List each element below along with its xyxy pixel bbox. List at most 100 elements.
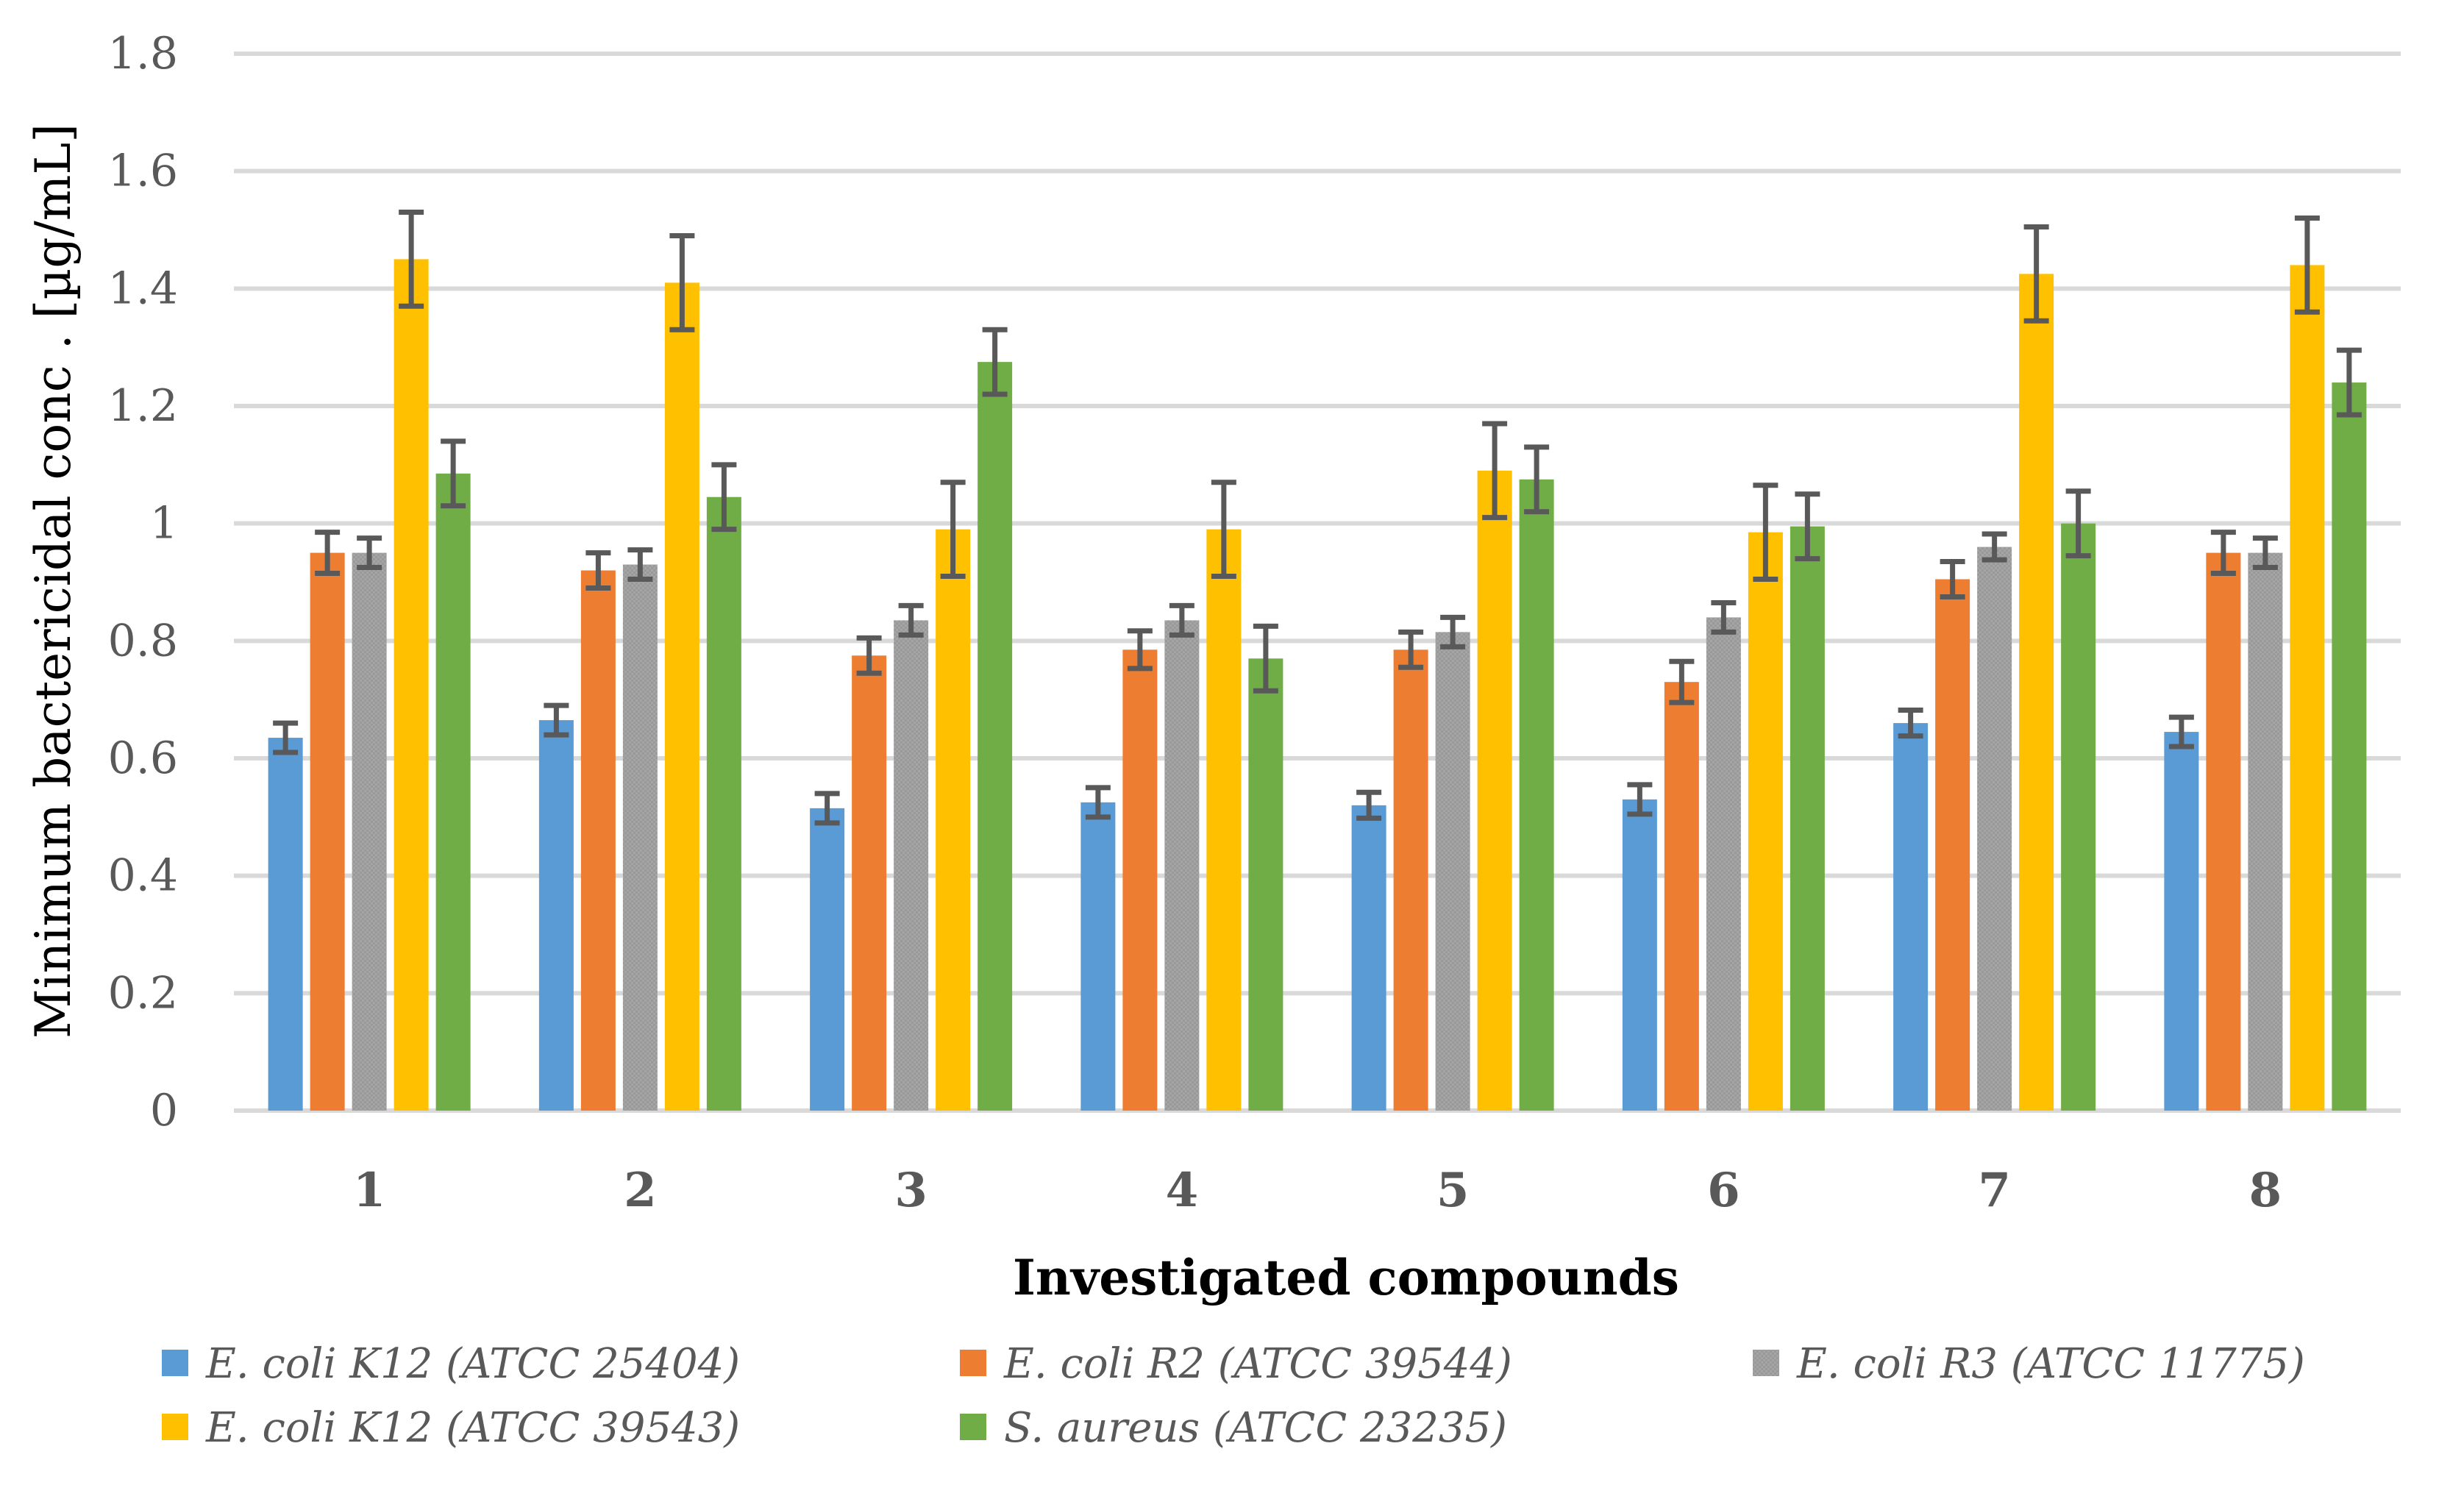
legend-label: E. coli R2 (ATCC 39544): [1003, 1340, 1512, 1388]
bar: [1477, 470, 1512, 1111]
x-tick-label: 1: [353, 1163, 386, 1218]
error-bar: [1795, 491, 1820, 562]
bar: [1790, 526, 1825, 1111]
error-bar: [1940, 559, 1965, 599]
error-bar: [1169, 602, 1194, 638]
error-bar: [1398, 629, 1424, 670]
bar: [394, 259, 429, 1111]
x-tick-labels: 1 2 3 4 5 6 7 8: [353, 1163, 2282, 1218]
x-tick-label: 7: [1978, 1163, 2011, 1218]
error-bar: [1440, 614, 1466, 649]
bar: [622, 564, 658, 1111]
error-bar: [1898, 708, 1923, 739]
bar: [1248, 658, 1283, 1111]
bar: [1706, 617, 1741, 1111]
bar: [1519, 479, 1554, 1111]
error-bar: [2168, 714, 2194, 749]
bar: [2290, 265, 2325, 1111]
bar: [1435, 632, 1470, 1111]
bar: [310, 552, 345, 1111]
bar: [1080, 802, 1116, 1111]
error-bar: [1711, 599, 1737, 635]
bar: [2061, 523, 2096, 1111]
error-bar: [1482, 421, 1508, 521]
bar: [1893, 723, 1929, 1111]
error-bar: [1524, 444, 1550, 515]
y-tick-label: 1.6: [108, 146, 178, 197]
error-bar: [1253, 623, 1278, 694]
y-tick-label: 0: [150, 1085, 178, 1136]
error-bar: [2023, 224, 2049, 324]
x-tick-label: 2: [624, 1163, 657, 1218]
error-bar: [357, 535, 382, 571]
error-bar: [1669, 658, 1695, 705]
y-tick-label: 1: [150, 498, 178, 549]
legend-swatch: [162, 1350, 188, 1376]
legend-label: E. coli K12 (ATCC 25404): [205, 1340, 740, 1388]
x-tick-label: 5: [1436, 1163, 1470, 1218]
error-bar: [2336, 347, 2362, 418]
error-bar: [544, 702, 569, 738]
bar: [1393, 649, 1428, 1111]
error-bar: [711, 462, 737, 533]
error-bar: [2065, 488, 2091, 559]
bar: [664, 282, 699, 1111]
bars: [268, 210, 2367, 1111]
bar: [1622, 799, 1657, 1111]
bar: [1748, 532, 1783, 1111]
legend-item: E. coli R2 (ATCC 39544): [960, 1340, 1512, 1388]
error-bar: [1085, 785, 1111, 820]
legend-label: S. aureus (ATCC 23235): [1004, 1404, 1507, 1452]
bar: [2206, 552, 2241, 1111]
bar: [268, 738, 303, 1111]
error-bar: [982, 327, 1008, 397]
error-bar: [273, 720, 299, 755]
bar: [1935, 579, 1970, 1111]
y-tick-label: 0.8: [108, 615, 178, 666]
error-bar: [898, 602, 924, 638]
error-bar: [1127, 628, 1153, 672]
y-tick-labels: 0 0.2 0.4 0.6 0.8 1 1.2 1.4 1.6 1.8: [108, 28, 178, 1136]
error-bar: [2294, 216, 2320, 315]
error-bar: [814, 791, 840, 826]
bar: [810, 808, 845, 1111]
bar: [2248, 552, 2283, 1111]
legend: E. coli K12 (ATCC 25404) E. coli R2 (ATCC…: [162, 1340, 2305, 1452]
legend-item: E. coli K12 (ATCC 25404): [162, 1340, 740, 1388]
error-bar: [585, 550, 611, 591]
y-tick-label: 0.2: [108, 967, 178, 1019]
bar: [2332, 382, 2367, 1111]
bar: [978, 362, 1013, 1111]
bar: [435, 473, 471, 1111]
legend-item: S. aureus (ATCC 23235): [960, 1404, 1507, 1452]
bar: [2019, 274, 2054, 1111]
error-bar: [1753, 482, 1778, 583]
x-axis-label: Investigated compounds: [1013, 1249, 1679, 1306]
bar: [1977, 546, 2012, 1111]
bar: [2164, 732, 2199, 1111]
bar: [580, 570, 616, 1111]
y-tick-label: 1.4: [108, 263, 178, 314]
error-bar: [669, 232, 695, 332]
bar: [538, 720, 574, 1111]
bar: [352, 552, 387, 1111]
y-tick-label: 1.2: [108, 380, 178, 432]
x-tick-label: 3: [894, 1163, 927, 1218]
x-tick-label: 6: [1707, 1163, 1740, 1218]
legend-swatch: [960, 1350, 986, 1376]
y-tick-label: 0.4: [108, 850, 178, 902]
bar: [1351, 805, 1386, 1111]
error-bar: [441, 438, 466, 509]
error-bar: [1981, 531, 2007, 563]
bar: [1164, 620, 1200, 1111]
bar: [706, 496, 741, 1111]
bar: [852, 655, 887, 1111]
error-bar: [2210, 530, 2236, 577]
error-bar: [856, 635, 882, 676]
legend-swatch: [162, 1414, 188, 1440]
y-tick-label: 1.8: [108, 28, 178, 79]
error-bar: [940, 480, 966, 580]
bar: [894, 620, 929, 1111]
error-bar: [399, 210, 424, 309]
